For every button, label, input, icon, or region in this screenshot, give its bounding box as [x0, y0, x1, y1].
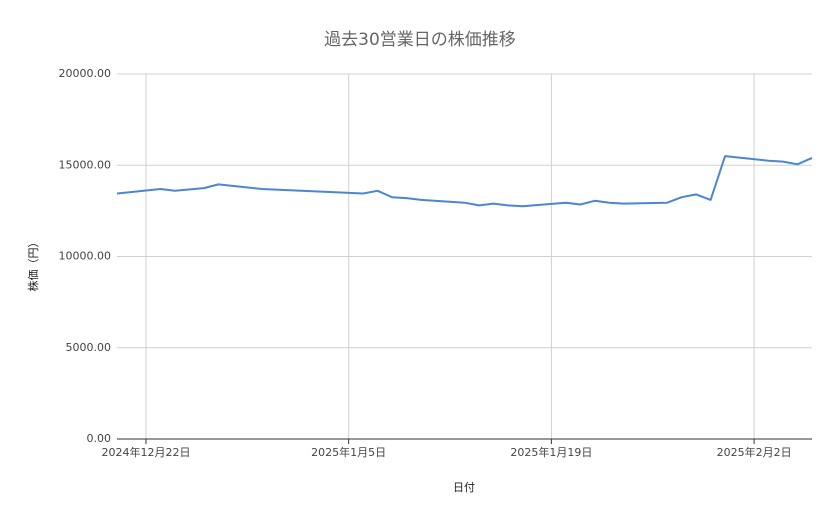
y-tick-label: 0.00	[87, 432, 112, 445]
y-tick-label: 10000.00	[59, 250, 112, 263]
y-tick-label: 20000.00	[59, 67, 112, 80]
y-tick-label: 15000.00	[59, 158, 112, 171]
x-axis-title: 日付	[453, 481, 475, 494]
x-tick-label: 2025年2月2日	[717, 445, 792, 459]
y-axis-title: 株価（円）	[26, 237, 40, 292]
x-tick-label: 2025年1月19日	[510, 445, 592, 459]
chart-title: 過去30営業日の株価推移	[324, 30, 516, 50]
y-tick-label: 5000.00	[66, 341, 112, 354]
x-tick-label: 2024年12月22日	[101, 445, 190, 459]
data-line	[116, 155, 813, 208]
x-tick-label: 2025年1月5日	[311, 445, 386, 459]
